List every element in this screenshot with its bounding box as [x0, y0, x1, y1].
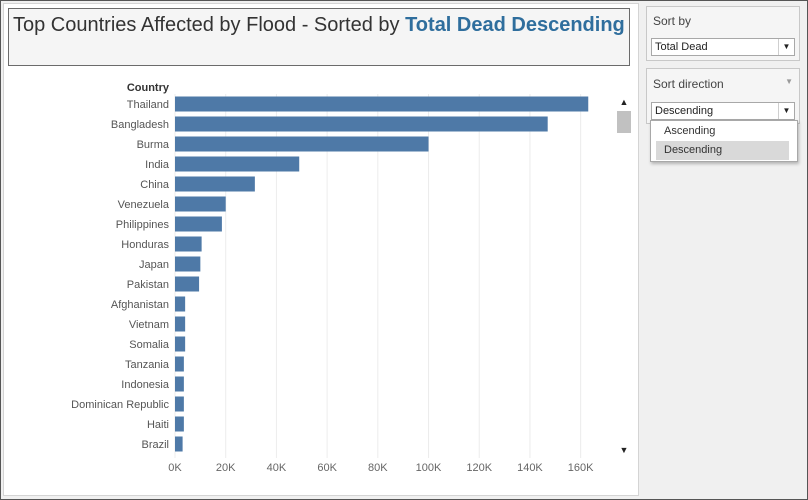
category-label: Haiti	[147, 419, 169, 431]
category-label: India	[145, 159, 170, 171]
category-label: Japan	[139, 259, 169, 271]
bar	[175, 376, 184, 392]
sort-by-select[interactable]: Total Dead ▼	[651, 38, 795, 56]
chart-pane	[3, 3, 639, 496]
bar	[175, 176, 255, 192]
title-sort-field: Total Dead	[405, 14, 506, 36]
category-label: Bangladesh	[111, 119, 169, 131]
bar	[175, 276, 200, 292]
x-tick-label: 100K	[416, 462, 442, 474]
scroll-thumb[interactable]	[617, 111, 631, 133]
bar	[175, 136, 429, 152]
category-label: Indonesia	[121, 379, 170, 391]
x-tick-label: 40K	[267, 462, 287, 474]
bar	[175, 156, 300, 172]
category-label: Thailand	[127, 99, 169, 111]
bar	[175, 116, 548, 132]
sort-by-label: Sort by	[653, 14, 692, 28]
x-tick-label: 80K	[368, 462, 388, 474]
dropdown-arrow-icon[interactable]: ▼	[778, 103, 794, 119]
x-tick-label: 20K	[216, 462, 236, 474]
option-ascending[interactable]: Ascending	[664, 125, 716, 137]
x-tick-label: 120K	[466, 462, 492, 474]
category-label: Pakistan	[127, 279, 169, 291]
chevron-down-icon[interactable]: ▼	[619, 445, 629, 455]
category-label: Vietnam	[129, 319, 169, 331]
x-tick-label: 0K	[168, 462, 182, 474]
bar	[175, 236, 202, 252]
sort-by-value: Total Dead	[655, 41, 708, 53]
category-label: Tanzania	[125, 359, 170, 371]
sort-direction-select[interactable]: Descending ▼	[651, 102, 795, 120]
bar	[175, 216, 222, 232]
title-prefix: Top Countries Affected by Flood - Sorted…	[13, 14, 406, 36]
y-axis-header: Country	[127, 82, 170, 94]
chart-scrollbar[interactable]: ▲ ▼	[616, 95, 632, 457]
bar	[175, 356, 184, 372]
bar	[175, 316, 186, 332]
chart-title: Top Countries Affected by Flood - Sorted…	[8, 8, 630, 66]
bar	[175, 416, 184, 432]
option-descending[interactable]: Descending	[656, 141, 789, 160]
category-label: Somalia	[129, 339, 170, 351]
category-label: Venezuela	[118, 199, 170, 211]
sort-direction-dropdown: Ascending Descending	[650, 120, 798, 162]
title-sort-direction: Descending	[511, 14, 625, 36]
category-label: Philippines	[116, 219, 170, 231]
chevron-up-icon[interactable]: ▲	[619, 97, 629, 107]
category-label: China	[140, 179, 170, 191]
sort-by-panel: Sort by Total Dead ▼	[646, 6, 800, 61]
category-label: Dominican Republic	[71, 399, 169, 411]
bar	[175, 96, 589, 112]
sort-direction-value: Descending	[655, 105, 714, 117]
bar	[175, 436, 183, 452]
category-label: Burma	[137, 139, 170, 151]
x-tick-label: 160K	[568, 462, 594, 474]
sort-direction-label: Sort direction	[653, 77, 724, 91]
bar	[175, 396, 184, 412]
bar	[175, 336, 186, 352]
bar	[175, 296, 186, 312]
dropdown-arrow-icon[interactable]: ▼	[778, 39, 794, 55]
sort-direction-panel: Sort direction ▼ Descending ▼	[646, 68, 800, 124]
x-tick-label: 60K	[317, 462, 337, 474]
panel-menu-icon[interactable]: ▼	[785, 77, 793, 86]
x-tick-label: 140K	[517, 462, 543, 474]
category-label: Honduras	[121, 239, 169, 251]
bar	[175, 256, 201, 272]
bar-chart: 0K 20K 40K 60K 80K 100K 120K 140K 160K Country Tha…	[71, 82, 594, 474]
bar	[175, 196, 226, 212]
category-label: Afghanistan	[111, 299, 169, 311]
category-label: Brazil	[141, 439, 169, 451]
